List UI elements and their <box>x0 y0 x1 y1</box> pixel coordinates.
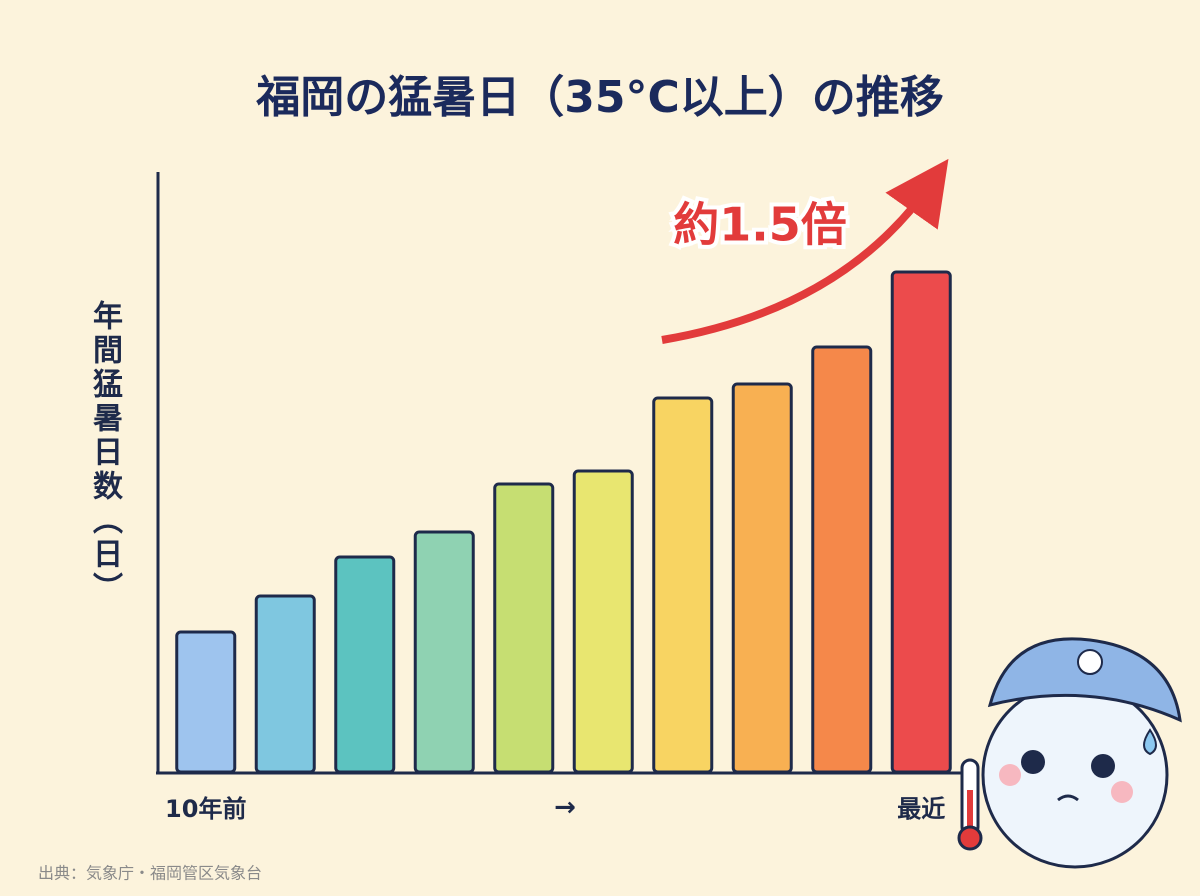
chart-title: 福岡の猛暑日（35°C以上）の推移 <box>255 72 944 123</box>
source: 出典：気象庁・福岡管区気象台 <box>38 864 262 883</box>
bar <box>811 345 873 774</box>
x-tick-label: 最近 <box>897 795 945 823</box>
bar <box>413 530 475 774</box>
bar <box>572 469 634 774</box>
x-tick-label: 10年前 <box>165 795 246 823</box>
bar <box>175 630 237 774</box>
bar <box>731 382 793 774</box>
mascot <box>957 637 1182 869</box>
bar <box>493 482 555 774</box>
annotation: 約1.5倍 <box>673 198 847 252</box>
bar <box>254 594 316 774</box>
x-arrow: → <box>554 793 576 823</box>
y-axis-label: 年間猛暑日数（日） <box>87 300 122 606</box>
bar <box>652 396 714 774</box>
trend-arrow <box>661 158 949 344</box>
bar <box>890 270 952 774</box>
bar <box>334 555 396 774</box>
